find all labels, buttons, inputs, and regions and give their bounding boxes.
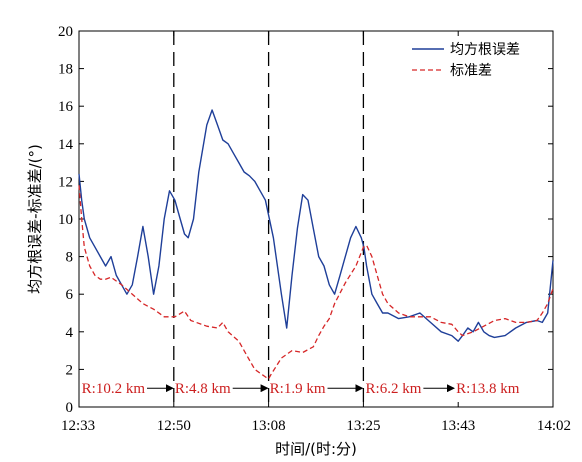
legend: 均方根误差 标准差 — [412, 42, 520, 79]
range-annotations: R:10.2 km R:4.8 km R:1.9 km R:6.2 km R:13.8 … — [82, 381, 520, 397]
y-tick-label: 6 — [66, 287, 74, 303]
x-tick-label: 13:25 — [346, 418, 380, 434]
y-tick-label: 18 — [58, 62, 73, 78]
y-tick-label: 14 — [58, 137, 74, 153]
legend-label-rmse: 均方根误差 — [450, 42, 520, 58]
range-label: R:10.2 km — [82, 381, 146, 397]
y-tick-label: 20 — [58, 24, 73, 40]
y-tick-label: 2 — [66, 362, 74, 378]
y-tick-label: 16 — [58, 99, 74, 115]
series-line-std — [78, 185, 554, 380]
range-label: R:6.2 km — [366, 381, 422, 397]
y-tick-label: 10 — [58, 212, 73, 228]
x-axis-ticks: 12:33 12:50 13:08 13:25 13:43 14:02 — [61, 31, 571, 434]
range-label: R:13.8 km — [456, 381, 520, 397]
y-tick-label: 8 — [66, 250, 74, 266]
y-axis-ticks: 0 2 4 6 8 10 12 14 16 18 20 — [58, 24, 553, 416]
x-tick-label: 14:02 — [537, 418, 571, 434]
x-tick-label: 13:43 — [441, 418, 475, 434]
y-axis-title: 均方根误差-标准差/(°) — [26, 144, 44, 294]
y-tick-label: 12 — [58, 174, 73, 190]
y-tick-label: 4 — [66, 325, 74, 341]
series-line-rmse — [78, 109, 554, 342]
series-layer — [78, 109, 554, 380]
range-label: R:4.8 km — [175, 381, 231, 397]
x-tick-label: 12:33 — [61, 418, 95, 434]
legend-label-std: 标准差 — [450, 63, 492, 79]
range-label: R:1.9 km — [270, 381, 326, 397]
x-tick-label: 13:08 — [252, 418, 286, 434]
plot-area — [78, 30, 554, 408]
x-tick-label: 12:50 — [157, 418, 191, 434]
y-tick-label: 0 — [66, 400, 74, 416]
x-axis-title: 时间/(时:分) — [275, 440, 357, 458]
